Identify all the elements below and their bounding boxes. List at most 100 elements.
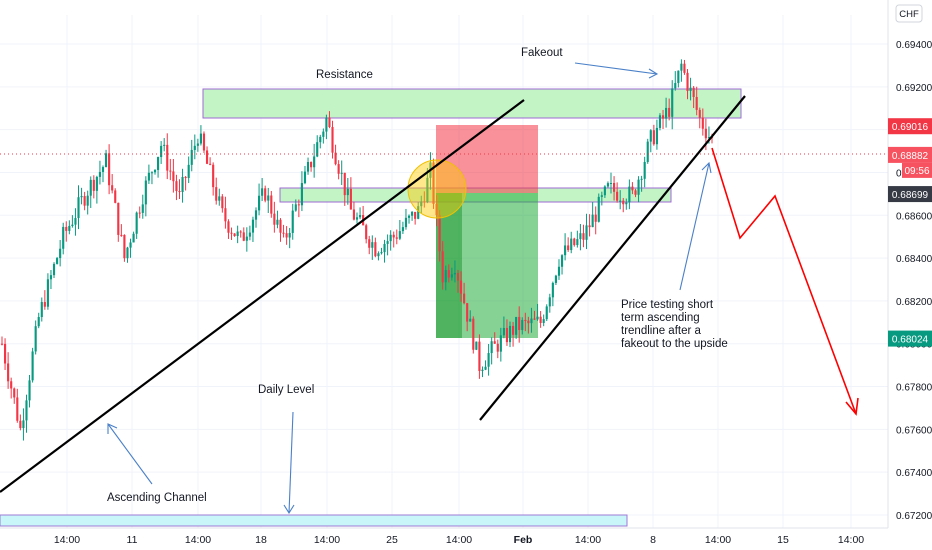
candle-body (380, 252, 383, 254)
note-line-2: term ascending (621, 312, 700, 324)
candle-body (135, 212, 138, 234)
candle-body (591, 214, 594, 228)
candle-body (74, 218, 77, 225)
candle-body (34, 326, 37, 352)
resistance-label: Resistance (316, 69, 373, 81)
candle-body (417, 206, 420, 219)
note-line-3: trendline after a (621, 325, 702, 337)
candle-body (533, 318, 536, 320)
ascending-channel-trendline (0, 99, 525, 493)
x-tick-label: 18 (255, 534, 267, 546)
candle-body (163, 144, 166, 146)
candle-body (655, 127, 658, 145)
candle-body (539, 316, 542, 323)
currency-label: CHF (899, 9, 919, 20)
candle-body (7, 363, 10, 382)
note-line-4: fakeout to the upside (621, 338, 728, 350)
note-arrowhead (701, 161, 712, 174)
candle-body (205, 150, 209, 164)
candle-body (215, 187, 218, 201)
candle-body (114, 190, 117, 203)
candle-body (536, 316, 539, 320)
candle-body (209, 163, 212, 165)
candle-body (331, 126, 334, 153)
candle-body (190, 149, 193, 165)
price-label: 0.68882 (892, 151, 929, 162)
candle-body (456, 272, 460, 281)
x-tick-label: 25 (386, 534, 398, 546)
candle-body (184, 176, 187, 179)
daily-level-label: Daily Level (258, 384, 314, 396)
y-tick-label: 0.68200 (896, 297, 932, 308)
candle-body (218, 196, 221, 201)
candle-body (518, 316, 521, 331)
candle-body (368, 239, 371, 248)
candle-body (515, 316, 518, 335)
candle-body (169, 170, 172, 172)
candle-body (178, 191, 181, 193)
candle-body (89, 179, 92, 196)
candle-body (132, 233, 135, 243)
candle-body (251, 219, 255, 233)
candle-body (674, 83, 677, 89)
candle-body (212, 164, 215, 188)
ascending-channel-label: Ascending Channel (107, 492, 207, 504)
candle-body (28, 380, 31, 401)
candle-body (282, 232, 285, 234)
candle-body (686, 72, 689, 91)
candle-body (56, 258, 59, 264)
candle-body (695, 96, 698, 110)
candle-body (671, 88, 674, 117)
candle-body (542, 319, 545, 323)
candle-body (625, 202, 628, 205)
candle-body (303, 171, 307, 184)
candle-body (181, 176, 184, 192)
candle-body (92, 179, 95, 191)
candle-body (701, 117, 704, 129)
y-tick-label: 0.67800 (896, 383, 932, 394)
candle-body (227, 221, 230, 233)
candle-body (294, 204, 297, 211)
candle-body (0, 343, 4, 345)
candle-body (285, 233, 288, 238)
candle-body (346, 188, 349, 196)
candle-body (62, 226, 65, 249)
countdown-bg (902, 162, 932, 178)
candle-body (166, 144, 169, 171)
candle-body (551, 282, 554, 298)
y-tick-label: 0.69400 (896, 40, 932, 51)
candle-body (619, 200, 622, 202)
candle-body (567, 245, 570, 251)
candle-body (126, 247, 129, 259)
candle-body (193, 145, 196, 150)
y-tick-label: 0.68400 (896, 254, 932, 265)
candle-body (463, 293, 466, 304)
x-tick-label: 8 (650, 534, 656, 546)
stop-loss-box (436, 125, 538, 193)
candle-body (267, 195, 270, 201)
price-label-bg (888, 186, 932, 203)
candle-body (322, 131, 325, 137)
candle-body (646, 141, 649, 162)
candle-body (628, 186, 631, 203)
x-tick-label: Feb (514, 534, 533, 546)
candle-body (481, 369, 484, 371)
candle-body (426, 177, 429, 203)
candle-body (288, 232, 291, 238)
y-tick-label: 0.67400 (896, 468, 932, 479)
candle-body (276, 219, 279, 225)
candle-body (564, 245, 567, 256)
candle-body (328, 117, 331, 127)
candle-body (545, 306, 548, 320)
candle-body (658, 115, 662, 128)
candle-body (3, 343, 7, 364)
projection-path (711, 147, 857, 415)
candle-body (704, 128, 707, 139)
currency-badge[interactable]: CHF (895, 4, 923, 23)
candle-body (233, 233, 236, 237)
projection-arrowhead (845, 397, 859, 416)
candle-body (83, 196, 86, 206)
candle-body (313, 156, 316, 168)
candle-body (349, 188, 352, 210)
candle-body (386, 241, 389, 244)
